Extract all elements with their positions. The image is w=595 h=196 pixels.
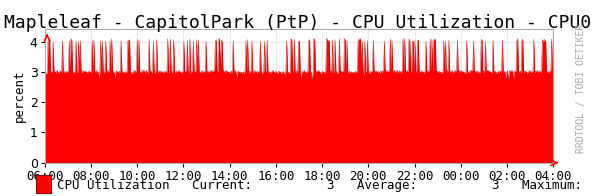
Y-axis label: percent: percent bbox=[12, 70, 26, 122]
Text: Mapleleaf - CapitolPark (PtP) - CPU Utilization - CPU0: Mapleleaf - CapitolPark (PtP) - CPU Util… bbox=[4, 14, 591, 32]
Text: RRDTOOL / TOBI OETIKER: RRDTOOL / TOBI OETIKER bbox=[576, 24, 586, 153]
Text: CPU Utilization   Current:          3   Average:          3   Maximum:          : CPU Utilization Current: 3 Average: 3 Ma… bbox=[57, 179, 595, 192]
